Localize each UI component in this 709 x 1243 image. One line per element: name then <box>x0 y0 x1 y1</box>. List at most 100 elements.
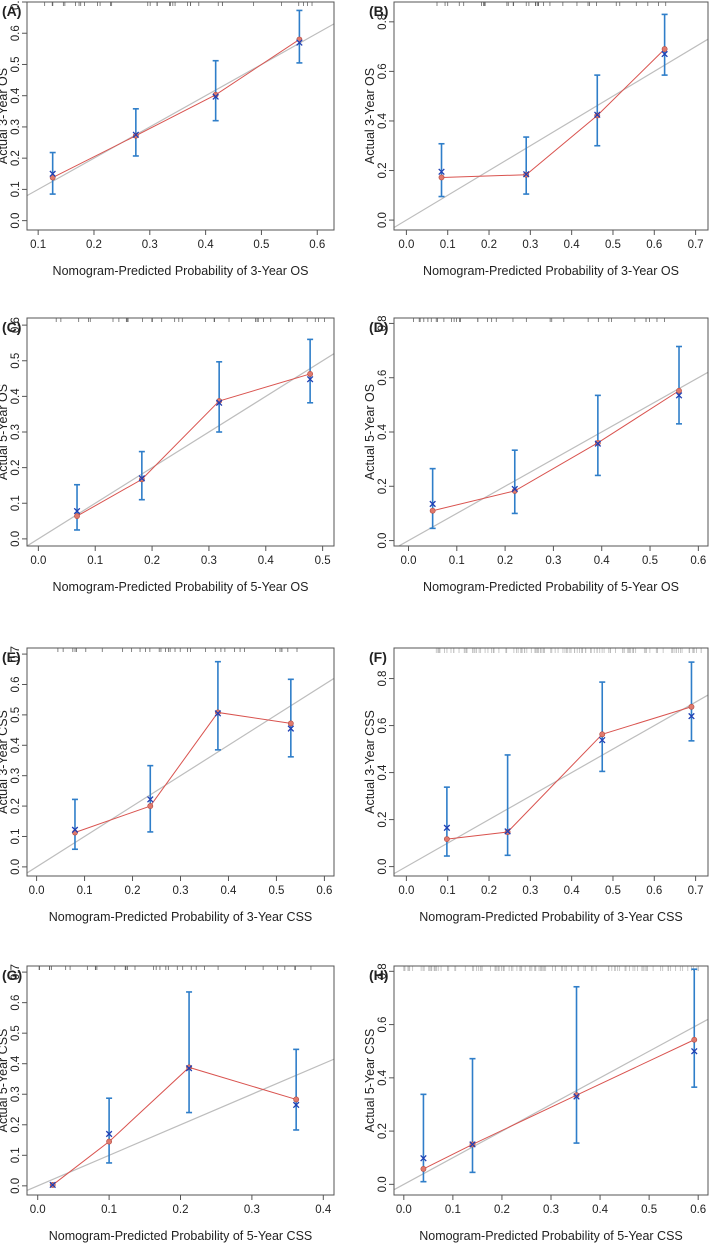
y-tick-label: 0.7 <box>10 0 22 10</box>
observed-point <box>429 507 436 514</box>
y-tick-label: 0.2 <box>377 478 389 494</box>
y-tick-label: 0.6 <box>10 25 22 41</box>
corrected-estimate-marker <box>438 168 445 176</box>
corrected-estimate-marker <box>504 828 511 835</box>
x-tick-label: 0.6 <box>309 239 325 251</box>
panel-label: (F) <box>369 649 387 665</box>
x-tick-label: 0.4 <box>220 885 237 897</box>
ideal-reference-line <box>394 694 708 875</box>
x-tick-label: 0.2 <box>497 555 513 567</box>
y-tick-label: 0.4 <box>10 87 22 104</box>
corrected-estimate-marker <box>105 1130 113 1138</box>
observed-point <box>676 387 682 394</box>
observed-point <box>287 720 294 727</box>
x-axis-title: Nomogram-Predicted Probability of 3-Year… <box>53 264 309 278</box>
observed-point <box>307 371 314 377</box>
observed-calibration-line <box>52 39 300 178</box>
observed-calibration-line <box>74 711 291 833</box>
corrected-estimate-marker <box>215 399 223 407</box>
x-tick-label: 0.3 <box>522 885 538 897</box>
top-rug-marks <box>403 966 699 971</box>
x-axis-title: Nomogram-Predicted Probability of 3-Year… <box>49 910 313 924</box>
x-tick-label: 0.5 <box>253 239 269 251</box>
chart-panel-a: 0.1 0.2 0.3 0.4 0.5 0.6 0.0 0.1 0.2 0.3 0.4 0.5 0.6 0… <box>0 0 335 278</box>
y-tick-label: 0.8 <box>377 671 389 687</box>
x-axis-title: Nomogram-Predicted Probability of 5-Year… <box>423 580 679 594</box>
y-axis-title: Actual 3-Year CSS <box>0 710 10 814</box>
y-tick-label: 0.4 <box>377 423 389 440</box>
observed-point <box>661 46 668 52</box>
y-axis-title: Actual 5-Year CSS <box>363 1029 377 1133</box>
x-tick-label: 0.2 <box>86 239 102 251</box>
chart-panel-h: 0.0 0.1 0.2 0.3 0.4 0.5 0.6 0.0 0.2 0.4 0.6 0.8 Nomo… <box>363 963 709 1243</box>
plot-frame <box>393 965 709 1196</box>
y-axis-title: Actual 5-Year OS <box>363 384 377 480</box>
x-tick-label: 0.5 <box>641 1204 657 1216</box>
x-tick-label: 0.2 <box>144 555 160 567</box>
y-tick-label: 0.0 <box>377 533 389 549</box>
x-tick-label: 0.3 <box>201 555 217 567</box>
corrected-estimate-marker <box>214 710 222 717</box>
corrected-estimate-marker <box>691 1047 698 1055</box>
ideal-reference-line <box>397 371 708 546</box>
observed-point <box>438 174 445 181</box>
x-tick-label: 0.5 <box>268 885 284 897</box>
top-rug-marks <box>435 648 702 653</box>
chart-panel-b: 0.0 0.1 0.2 0.3 0.4 0.5 0.6 0.7 0.0 0.2 0.4 0.6 0.8 N… <box>363 1 709 278</box>
y-tick-label: 0.2 <box>10 1117 22 1133</box>
y-tick-label: 0.8 <box>377 963 389 979</box>
ideal-reference-line <box>394 1018 708 1191</box>
y-tick-label: 0.4 <box>10 1055 22 1072</box>
panel-label: (E) <box>2 649 21 665</box>
plot-frame <box>393 1 709 231</box>
y-tick-label: 0.3 <box>10 768 22 784</box>
x-tick-label: 0.4 <box>564 239 581 251</box>
y-tick-label: 0.3 <box>10 424 22 440</box>
y-tick-label: 0.0 <box>10 531 22 547</box>
observed-calibration-line <box>441 48 665 178</box>
y-tick-label: 0.2 <box>377 812 389 828</box>
x-tick-label: 0.1 <box>440 885 456 897</box>
x-tick-label: 0.5 <box>605 239 621 251</box>
y-tick-label: 0.6 <box>10 676 22 692</box>
x-tick-label: 0.1 <box>87 555 103 567</box>
x-tick-label: 0.1 <box>101 1204 117 1216</box>
corrected-estimate-marker <box>306 376 314 383</box>
corrected-estimate-marker <box>292 1101 300 1109</box>
x-tick-label: 0.0 <box>396 1204 412 1216</box>
y-tick-label: 0.0 <box>377 859 389 875</box>
y-tick-label: 0.1 <box>10 828 22 844</box>
observed-point <box>138 476 145 483</box>
chart-panel-c: 0.0 0.1 0.2 0.3 0.4 0.5 0.0 0.1 0.2 0.3 0.4 0.5 0.6 N… <box>0 317 335 594</box>
corrected-estimate-marker <box>511 485 519 493</box>
x-tick-label: 0.6 <box>690 1204 706 1216</box>
panel-label: (H) <box>369 967 388 983</box>
x-tick-label: 0.6 <box>690 555 706 567</box>
observed-point <box>293 1096 300 1103</box>
y-tick-label: 0.2 <box>10 798 22 814</box>
y-tick-label: 0.8 <box>377 14 389 30</box>
x-axis-title: Nomogram-Predicted Probability of 3-Year… <box>419 910 683 924</box>
observed-point <box>599 731 606 738</box>
y-tick-label: 0.3 <box>10 1086 22 1102</box>
corrected-estimate-marker <box>522 170 530 178</box>
corrected-estimate-marker <box>71 826 79 834</box>
corrected-estimate-marker <box>185 1065 193 1072</box>
plot-frame <box>26 647 335 877</box>
x-tick-label: 0.6 <box>646 885 662 897</box>
corrected-estimate-marker <box>675 392 683 399</box>
x-tick-label: 0.1 <box>30 239 46 251</box>
x-tick-label: 0.0 <box>398 239 414 251</box>
x-tick-label: 0.5 <box>315 555 331 567</box>
x-tick-label: 0.4 <box>594 555 611 567</box>
y-axis-title: Actual 5-Year CSS <box>0 1029 10 1133</box>
ideal-reference-line <box>27 23 334 197</box>
y-tick-label: 0.4 <box>377 112 389 129</box>
observed-point <box>147 803 154 809</box>
x-tick-label: 0.4 <box>592 1204 609 1216</box>
x-tick-label: 0.6 <box>316 885 332 897</box>
x-tick-label: 0.5 <box>642 555 658 567</box>
x-tick-label: 0.3 <box>173 885 189 897</box>
top-rug-marks <box>55 318 326 322</box>
chart-panel-e: 0.0 0.1 0.2 0.3 0.4 0.5 0.6 0.0 0.1 0.2 0.3 0.4 0.5 0… <box>0 646 335 924</box>
